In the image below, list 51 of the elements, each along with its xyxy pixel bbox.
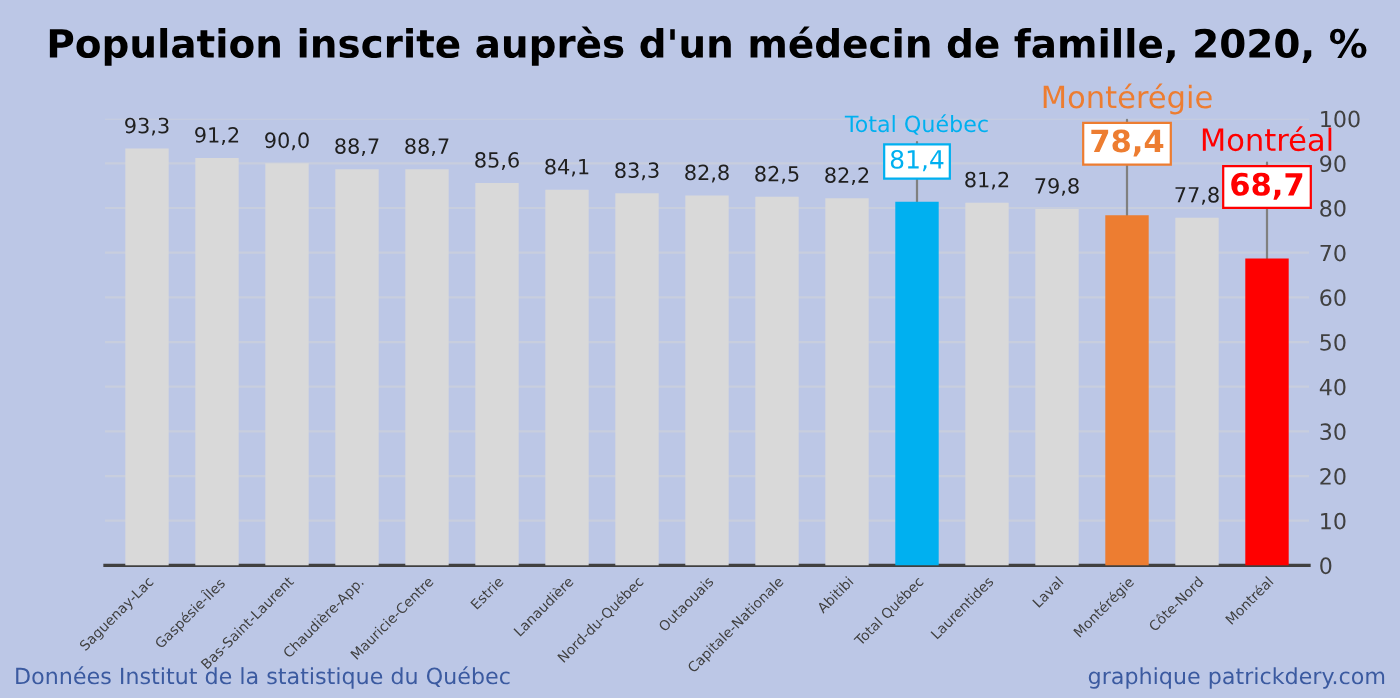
bar: [125, 148, 169, 566]
bar: [1245, 258, 1289, 566]
annotation: Total Québec: [844, 114, 988, 135]
data-label: 84,1: [545, 158, 589, 177]
data-label: 82,5: [755, 165, 799, 184]
data-label: 78,4: [1091, 129, 1164, 157]
data-label: 82,2: [825, 167, 869, 186]
bar: [615, 193, 659, 566]
y-tick-label: 10: [1321, 512, 1346, 530]
y-tick-label: 70: [1320, 244, 1346, 262]
bar: [1175, 217, 1219, 566]
bar: [405, 169, 449, 566]
text: graphique patrickdery.com: [1088, 667, 1385, 689]
y-tick-label: 0: [1320, 557, 1332, 575]
text: Données Institut de la statistique du Québec: [16, 666, 510, 689]
data-label: 91,2: [195, 127, 239, 145]
annotation: Montérégie: [1043, 83, 1212, 115]
y-tick-label: 20: [1320, 467, 1346, 485]
bar: [195, 157, 239, 566]
data-label: 90,0: [265, 132, 309, 151]
data-label: 77,8: [1175, 186, 1219, 205]
data-label: 85,6: [475, 152, 519, 170]
y-tick-label: 90: [1320, 155, 1346, 173]
y-tick-label: 50: [1320, 333, 1346, 351]
data-label: 93,3: [125, 117, 169, 136]
data-label: 81,2: [965, 171, 1009, 190]
bar: [1105, 215, 1149, 566]
data-label: 79,8: [1035, 177, 1079, 196]
y-tick-label: 100: [1321, 110, 1360, 128]
y-tick-label: 30: [1320, 423, 1346, 441]
bar: [545, 189, 589, 566]
bar: [825, 198, 869, 566]
bar: [965, 202, 1009, 566]
data-label: 83,3: [615, 162, 659, 181]
data-label: 81,4: [890, 149, 944, 172]
bar: [475, 182, 519, 566]
y-tick-label: 60: [1320, 289, 1346, 307]
bar: [755, 196, 799, 566]
bar: [335, 169, 379, 566]
data-label: 88,7: [405, 138, 449, 157]
annotation: Montréal: [1202, 126, 1332, 152]
y-tick-label: 40: [1319, 378, 1346, 396]
y-tick-label: 80: [1320, 199, 1346, 217]
data-label: 68,7: [1231, 172, 1303, 200]
data-label: 82,8: [685, 164, 729, 183]
bar: [265, 163, 309, 566]
bar: [1035, 208, 1079, 566]
chart-title: Population inscrite auprès d'un médecin de famille, 2020, %: [49, 26, 1367, 66]
bar: [895, 201, 939, 566]
bar: [685, 195, 729, 566]
data-label: 88,7: [335, 138, 379, 157]
